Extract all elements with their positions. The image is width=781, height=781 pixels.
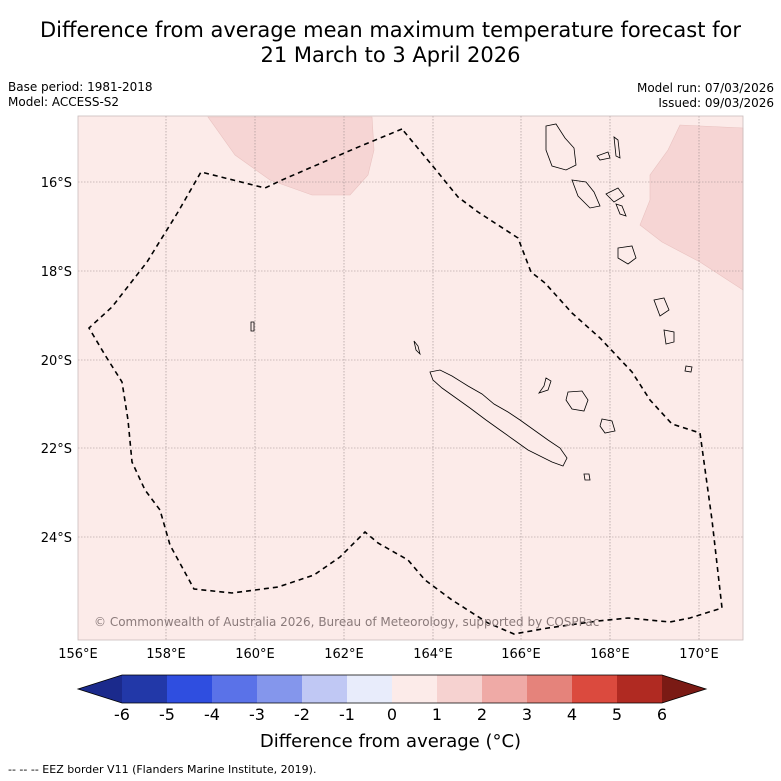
colorbar-segment [392,675,437,703]
colorbar-tick-label: -6 [114,705,130,724]
colorbar-segment [572,675,617,703]
aneityum-coast [684,365,693,373]
epi-shepherds-coast [615,203,627,217]
new-caledonia-coast [429,369,568,467]
lon-tick-160: 160°E [235,647,275,662]
lat-tick-22: 22°S [41,442,72,457]
title-line-2: 21 March to 3 April 2026 [260,43,521,67]
lat-tick-24: 24°S [41,531,72,546]
espiritu-santo-coast [545,123,577,171]
colorbar-tick-label: 4 [567,705,577,724]
lon-tick-162: 162°E [324,647,364,662]
colorbar-tick-label: 1 [432,705,442,724]
colorbar-extend-high [662,675,706,703]
chesterfield-islet [250,321,255,332]
colorbar-tick-label: 6 [657,705,667,724]
lon-tick-158: 158°E [146,647,186,662]
ambae-coast [596,151,611,161]
ouvea-coast [537,377,552,394]
mare-coast [599,418,616,434]
issued-date: Issued: 09/03/2026 [658,96,774,110]
lon-tick-170: 170°E [679,647,719,662]
colorbar-segment [617,675,662,703]
lon-tick-166: 166°E [501,647,541,662]
colorbar-tick-label: 5 [612,705,622,724]
base-period: Base period: 1981-2018 [8,80,153,94]
colorbar-tick-label: 0 [387,705,397,724]
meta-left: Base period: 1981-2018 Model: ACCESS-S2 [8,80,153,110]
lat-tick-20: 20°S [41,354,72,369]
pentecost-ambrym-coast [605,187,625,203]
eez-border [87,128,723,635]
colorbar-outline [76,674,708,704]
colorbar-segment [167,675,212,703]
colorbar-segment [482,675,527,703]
malekula-coast [571,179,601,209]
lat-tick-16: 16°S [41,176,72,191]
colorbar-segment [302,675,347,703]
model-run: Model run: 07/03/2026 [636,81,774,95]
maewo-coast [613,136,621,159]
lon-tick-164: 164°E [413,647,453,662]
colorbar-tick-label: -2 [294,705,310,724]
title-line-1: Difference from average mean maximum tem… [40,18,741,42]
colorbar: -6 -5 -4 -3 -2 -1 0 1 2 3 4 5 6 [76,674,708,724]
model-name: Model: ACCESS-S2 [8,95,120,109]
erromango-coast [653,297,670,317]
colorbar-tick-label: -4 [204,705,220,724]
efate-coast [617,245,637,265]
map-frame [77,115,744,641]
colorbar-segment [527,675,572,703]
colorbar-tick-label: -1 [339,705,355,724]
colorbar-segment [212,675,257,703]
chart-title: Difference from average mean maximum tem… [0,18,781,68]
colorbar-segment [347,675,392,703]
lon-tick-156: 156°E [58,647,98,662]
meta-right: Model run: 07/03/2026 Issued: 09/03/2026 [637,81,774,111]
lat-tick-18: 18°S [41,265,72,280]
colorbar-extend-low [78,675,122,703]
colorbar-segment [437,675,482,703]
colorbar-tick-label: 3 [522,705,532,724]
isle-of-pines-coast [583,473,591,481]
colorbar-tick-label: -3 [249,705,265,724]
lifou-coast [565,390,589,412]
tanna-coast [663,329,675,345]
map-background [78,116,743,640]
colorbar-tick-label: -5 [159,705,175,724]
colorbar-label: Difference from average (°C) [259,731,522,752]
belep-islands-coast [413,340,421,356]
colorbar-tick-label: 2 [477,705,487,724]
lon-tick-168: 168°E [590,647,630,662]
gridlines [78,116,743,640]
colorbar-segment [122,675,167,703]
eez-legend: -- -- -- EEZ border V11 (Flanders Marine… [8,763,317,776]
warm-region-north [207,116,375,196]
copyright-notice: © Commonwealth of Australia 2026, Bureau… [94,615,599,629]
colorbar-segment [257,675,302,703]
